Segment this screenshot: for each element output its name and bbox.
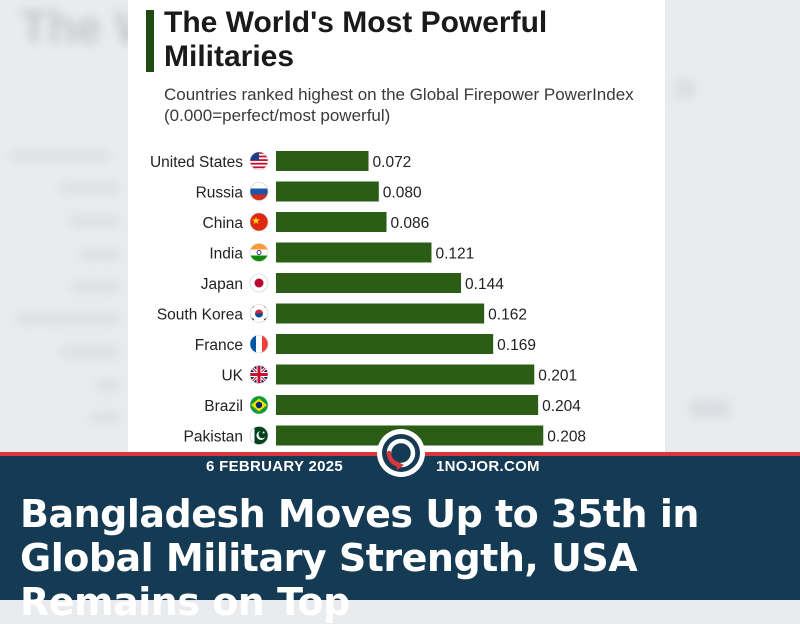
bar xyxy=(276,273,462,293)
blurred-row xyxy=(70,215,120,227)
flag-russia-icon xyxy=(249,182,269,201)
bar xyxy=(276,181,379,202)
category-label: Brazil xyxy=(204,398,243,415)
value-label: 0.208 xyxy=(547,429,586,446)
category-label: UK xyxy=(221,368,243,385)
bar xyxy=(276,303,485,324)
category-label: India xyxy=(209,246,243,263)
category-label: China xyxy=(203,215,244,232)
category-label: South Korea xyxy=(157,307,244,324)
blurred-row xyxy=(90,412,120,424)
blurred-row xyxy=(60,346,120,358)
site-name[interactable]: 1NOJOR.COM xyxy=(436,458,540,475)
value-label: 0.162 xyxy=(488,307,527,324)
value-label: 0.121 xyxy=(435,246,474,263)
value-label: 0.169 xyxy=(497,337,536,354)
category-label: Russia xyxy=(196,185,244,202)
bar xyxy=(276,395,539,415)
flag-france-icon xyxy=(249,334,269,354)
bar xyxy=(276,242,432,263)
flag-uk-icon xyxy=(249,365,269,384)
publish-date: 6 FEBRUARY 2025 xyxy=(206,458,344,475)
flag-pakistan-icon xyxy=(249,426,269,445)
category-label: Japan xyxy=(201,276,243,293)
blurred-row xyxy=(80,248,120,260)
category-label: France xyxy=(195,337,243,354)
refresh-circle-icon[interactable] xyxy=(376,428,426,478)
value-label: 0.086 xyxy=(391,215,430,232)
headline[interactable]: Bangladesh Moves Up to 35th in Global Mi… xyxy=(20,492,699,624)
blurred-bar xyxy=(690,400,730,418)
value-label: 0.201 xyxy=(538,368,577,385)
chart-subtitle: Countries ranked highest on the Global F… xyxy=(164,85,634,125)
flag-us-icon xyxy=(249,151,269,171)
flag-brazil-icon xyxy=(249,395,269,415)
bar xyxy=(276,364,535,385)
value-label: 0.080 xyxy=(383,185,422,202)
title-accent-bar xyxy=(146,10,154,72)
chart-card: The World's Most Powerful Militaries Cou… xyxy=(128,0,665,452)
blurred-row xyxy=(95,380,120,392)
blurred-row xyxy=(10,150,110,162)
blurred-row xyxy=(15,313,120,325)
bar xyxy=(276,334,494,354)
value-label: 0.072 xyxy=(373,154,412,171)
bar xyxy=(276,212,387,232)
value-label: 0.204 xyxy=(542,398,581,415)
bar xyxy=(276,151,369,171)
flag-japan-icon xyxy=(249,273,269,293)
flag-india-icon xyxy=(249,243,269,262)
category-label: Pakistan xyxy=(184,429,243,446)
blurred-row xyxy=(60,182,120,194)
blurred-bar xyxy=(675,80,695,98)
flag-south-korea-icon xyxy=(249,304,269,323)
blurred-row xyxy=(70,281,120,293)
value-label: 0.144 xyxy=(465,276,504,293)
chart-title: The World's Most Powerful Militaries xyxy=(164,6,548,73)
bar-chart: United States 0.072 Russia 0.080 China 0.086 I… xyxy=(150,151,586,446)
flag-china-icon xyxy=(249,212,269,232)
category-label: United States xyxy=(150,154,243,171)
